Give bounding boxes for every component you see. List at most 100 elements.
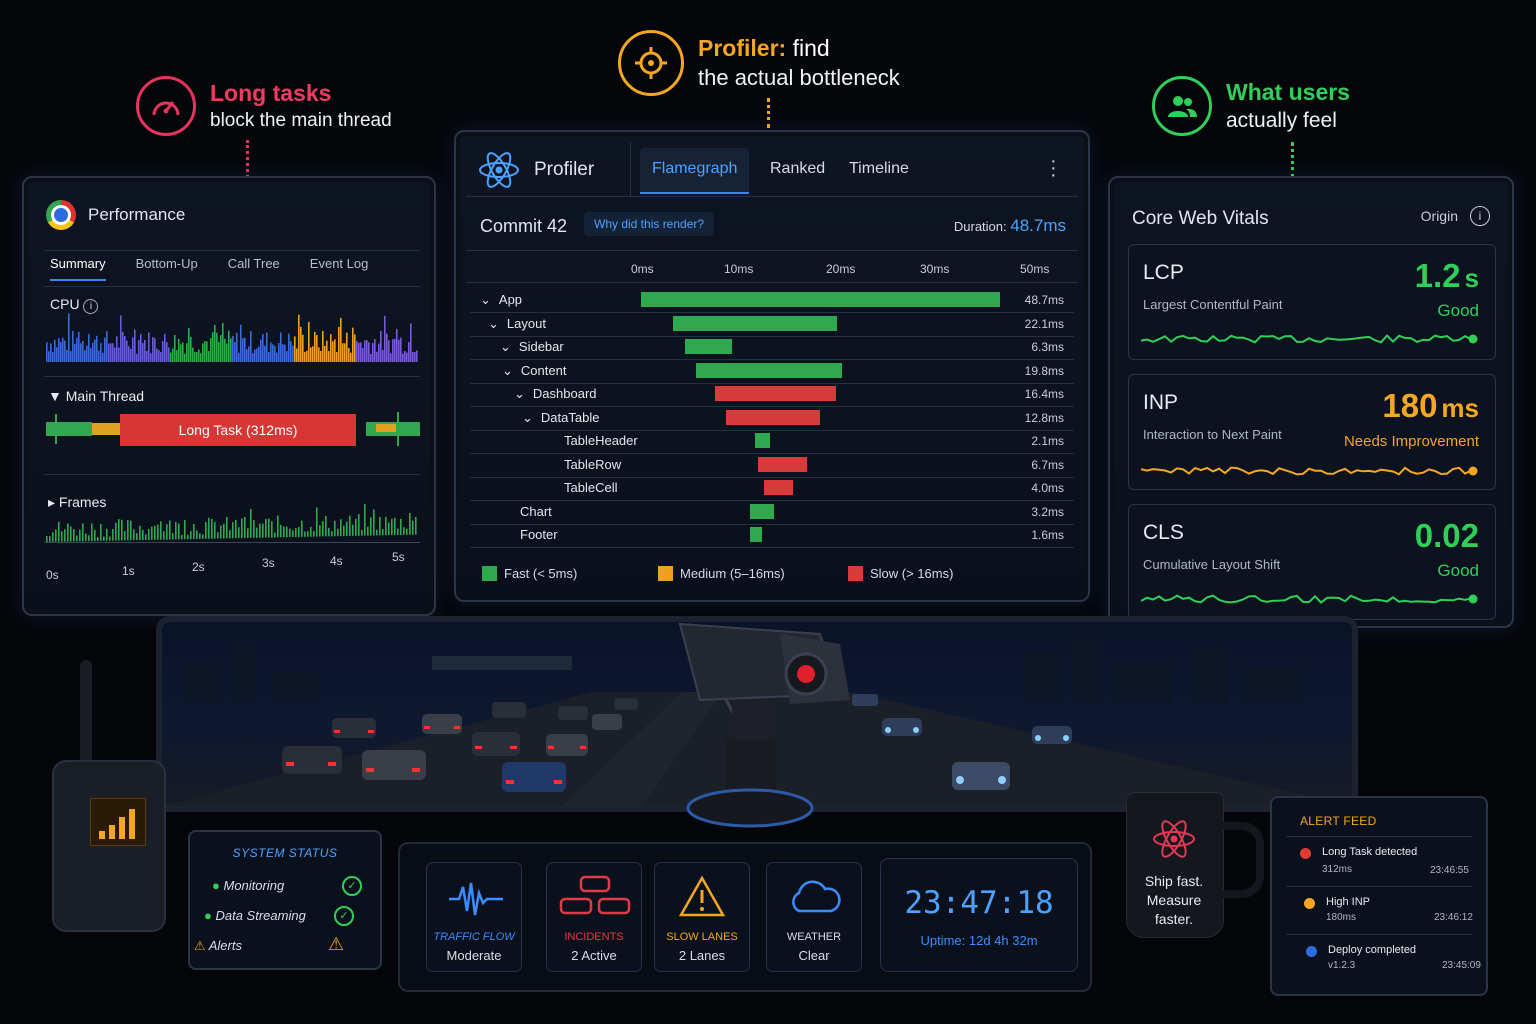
component-row-label[interactable]: TableHeader — [564, 433, 638, 448]
card-incidents[interactable]: INCIDENTS 2 Active — [546, 862, 642, 972]
alert-title: High INP — [1326, 896, 1371, 908]
card-title: TRAFFIC FLOW — [433, 931, 515, 943]
flamegraph-bar[interactable] — [696, 362, 843, 378]
callout-title: What users — [1226, 79, 1350, 105]
flamegraph-rows: ⌄ App 48.7ms ⌄ Layout 22.1ms ⌄ Sidebar 6.3ms ⌄ Con… — [456, 284, 1088, 554]
vitals-title: Core Web Vitals — [1132, 208, 1269, 229]
vital-card-lcp[interactable]: LCP Largest Contentful Paint 1.2 s Good — [1128, 244, 1496, 360]
clock-panel: 23:47:18 Uptime: 12d 4h 32m — [880, 858, 1078, 972]
component-render-time: 22.1ms — [1024, 316, 1064, 331]
flamegraph-bar[interactable] — [725, 409, 821, 425]
callout-users: What users actually feel — [1152, 76, 1350, 136]
vital-card-inp[interactable]: INP Interaction to Next Paint 180 ms Need… — [1128, 374, 1496, 490]
alert-detail: 180ms — [1326, 912, 1357, 923]
vital-rating: Needs Improvement — [1343, 433, 1479, 450]
component-row-label[interactable]: Footer — [520, 527, 558, 542]
callout-subtitle: the actual bottleneck — [698, 65, 900, 90]
mug-text: Ship fast. Measure faster. — [1144, 873, 1204, 927]
component-render-time: 12.8ms — [1024, 410, 1064, 425]
card-slow-lanes[interactable]: SLOW LANES 2 Lanes — [654, 862, 750, 972]
component-row-label[interactable]: ⌄ Content — [502, 362, 567, 378]
component-render-time: 2.1ms — [1031, 434, 1064, 448]
flamegraph-bar[interactable] — [750, 503, 774, 519]
axis-tick: 0ms — [631, 262, 654, 276]
performance-panel: Performance Summary Bottom-Up Call Tree … — [22, 176, 436, 616]
alert-time: 23:46:12 — [1434, 912, 1473, 923]
flamegraph-bar[interactable] — [714, 386, 836, 401]
component-row-label[interactable]: ⌄ DataTable — [522, 409, 600, 425]
flamegraph-bar[interactable] — [750, 527, 763, 542]
component-render-time: 6.3ms — [1031, 340, 1064, 354]
component-row-label[interactable]: ⌄ App — [480, 292, 523, 307]
tab-event-log[interactable]: Event Log — [309, 256, 369, 271]
component-row-label[interactable]: Chart — [520, 503, 552, 519]
cls-sparkline — [1141, 594, 1478, 604]
card-traffic-flow[interactable]: TRAFFIC FLOW Moderate — [426, 862, 522, 972]
callout-profiler: Profiler: find the actual bottleneck — [618, 30, 900, 96]
component-row-label[interactable]: ⌄ Dashboard — [514, 386, 597, 401]
axis-tick: 20ms — [826, 262, 856, 276]
flamegraph-bar[interactable] — [754, 433, 771, 448]
main-thread-label[interactable]: ▼ Main Thread — [48, 388, 145, 404]
vital-card-cls[interactable]: CLS Cumulative Layout Shift 0.02 Good — [1128, 504, 1496, 620]
flamegraph-bar[interactable] — [763, 480, 794, 495]
legend-slow: Slow (> 16ms) — [870, 566, 954, 581]
vital-rating: Good — [1437, 561, 1479, 580]
long-task-bar[interactable]: Long Task (312ms) — [120, 414, 356, 446]
axis-tick: 30ms — [920, 262, 950, 276]
component-row-label[interactable]: TableCell — [564, 480, 618, 495]
legend-medium: Medium (5–16ms) — [680, 566, 785, 581]
tab-timeline[interactable]: Timeline — [849, 160, 909, 177]
flamegraph-bar[interactable] — [641, 292, 1001, 307]
profiler-title: Profiler — [534, 159, 595, 180]
frames-label[interactable]: ▸ Frames — [48, 494, 107, 510]
warning-icon — [679, 875, 725, 917]
performance-title: Performance — [88, 205, 186, 224]
uptime: Uptime: 12d 4h 32m — [920, 933, 1038, 948]
origin-toggle[interactable]: Origin i — [1421, 206, 1490, 226]
tab-flamegraph[interactable]: Flamegraph — [640, 148, 750, 194]
alert-dot-icon — [1300, 848, 1311, 859]
info-icon[interactable]: i — [1470, 206, 1490, 226]
component-render-time: 48.7ms — [1024, 293, 1064, 307]
profiler-header: Profiler — [478, 150, 594, 190]
duration: Duration: 48.7ms — [953, 216, 1066, 235]
flamegraph-axis: 0ms 10ms 20ms 30ms 50ms — [456, 260, 1088, 280]
commit-label: Commit 42 — [480, 216, 568, 236]
tab-summary[interactable]: Summary — [50, 256, 106, 281]
tab-bottom-up[interactable]: Bottom-Up — [135, 256, 198, 271]
callout-title-rest: find — [792, 35, 830, 61]
component-row-label[interactable]: TableRow — [564, 456, 622, 472]
status-item-streaming: ● Data Streaming — [204, 908, 306, 923]
why-render-button[interactable]: Why did this render? — [584, 212, 715, 236]
vital-abbr: LCP — [1143, 261, 1184, 284]
alert-title: Long Task detected — [1322, 846, 1418, 858]
alert-dot-icon — [1304, 898, 1315, 909]
tab-ranked[interactable]: Ranked — [770, 160, 826, 177]
callout-connector — [1291, 142, 1294, 178]
flamegraph-bar[interactable] — [685, 339, 732, 354]
card-weather[interactable]: WEATHER Clear — [766, 862, 862, 972]
flamegraph-bar[interactable] — [673, 315, 837, 331]
component-row-label[interactable]: ⌄ Sidebar — [500, 339, 564, 354]
info-icon[interactable]: i — [83, 299, 99, 314]
time-tick: 0s — [46, 568, 59, 582]
more-options-icon[interactable]: · · · — [1050, 150, 1057, 186]
tab-call-tree[interactable]: Call Tree — [227, 256, 280, 271]
web-vitals-panel: Core Web Vitals Origin i LCP Largest Con… — [1108, 176, 1514, 628]
alert-detail: v1.2.3 — [1328, 960, 1356, 971]
time-tick: 3s — [262, 556, 275, 570]
duration-value: 48.7ms — [1010, 216, 1066, 235]
profiler-panel: Profiler Flamegraph Ranked Timeline · · · … — [454, 130, 1090, 602]
component-row-label[interactable]: ⌄ Layout — [488, 315, 546, 331]
chrome-icon — [46, 200, 76, 230]
vital-value: 1.2 s — [1414, 257, 1479, 294]
alert-feed-panel: ALERT FEED Long Task detected 312ms 23:4… — [1270, 796, 1488, 996]
card-value: Clear — [798, 948, 830, 963]
card-value: Moderate — [446, 948, 502, 963]
component-render-time: 3.2ms — [1031, 504, 1064, 519]
react-icon — [1153, 820, 1195, 858]
time-tick: 2s — [192, 560, 205, 574]
flamegraph-bar[interactable] — [757, 456, 808, 472]
alert-time: 23:46:55 — [1430, 865, 1469, 876]
